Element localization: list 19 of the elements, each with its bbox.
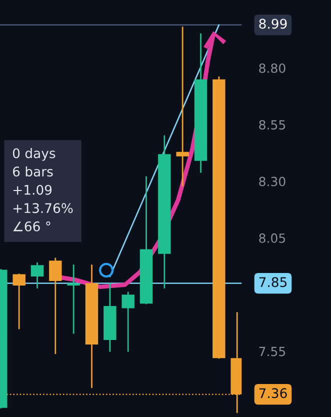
y-tick-label: 8.55 — [259, 120, 286, 130]
y-tick-label: 8.05 — [259, 233, 286, 243]
y-tick-label: 8.30 — [259, 176, 286, 186]
annotation: +1.09 — [13, 184, 52, 195]
candlestick — [30, 262, 44, 289]
candlestick — [12, 274, 26, 330]
candlestick — [67, 264, 80, 334]
candlestick — [49, 258, 62, 354]
annotation: +13.76% — [13, 203, 73, 214]
ref-line-label: 8.99 — [259, 18, 287, 29]
ref-line-label: 7.85 — [259, 277, 287, 288]
candlestick — [122, 292, 134, 352]
annotation: 0 days — [12, 148, 56, 161]
ref-line-label: 7.36 — [259, 388, 287, 398]
y-tick-label: 7.55 — [259, 346, 286, 356]
y-tick-label: 8.80 — [259, 63, 286, 73]
candlestick — [176, 26, 189, 187]
annotation: ∠66 ° — [13, 221, 50, 232]
annotation: 6 bars — [13, 166, 53, 177]
